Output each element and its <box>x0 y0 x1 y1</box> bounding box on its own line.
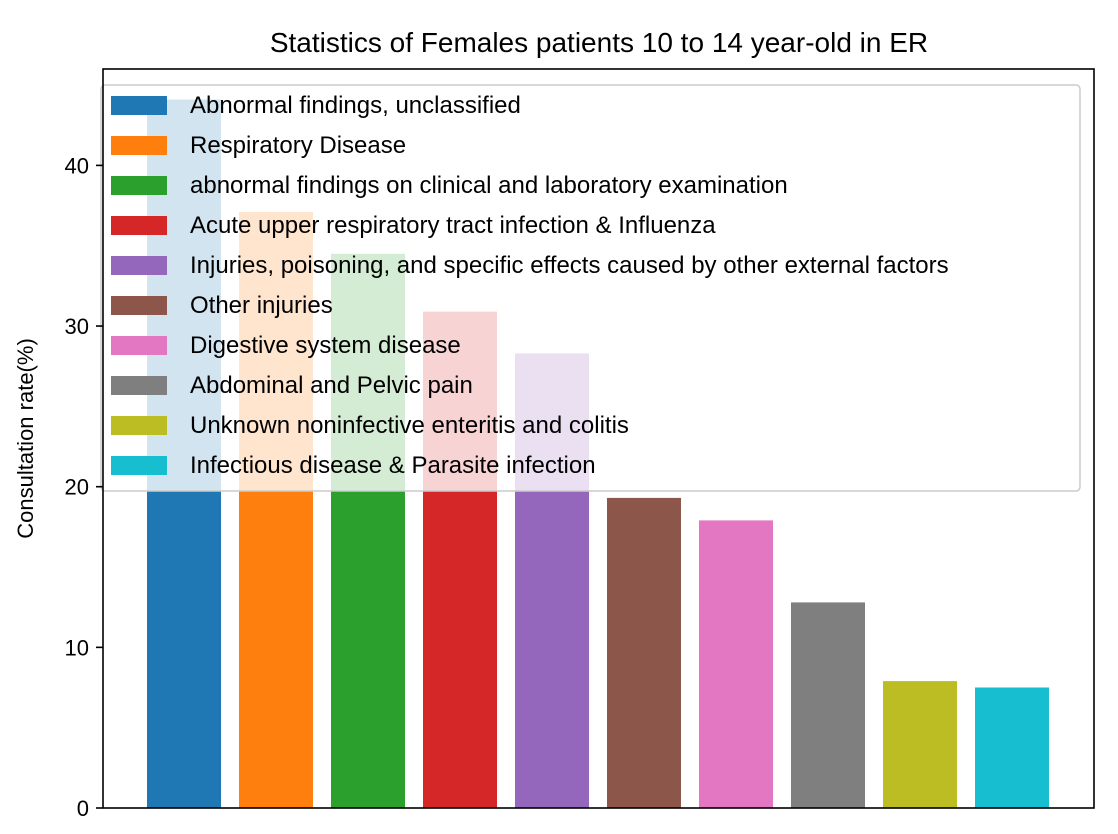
legend-swatch <box>111 216 167 235</box>
legend-swatch <box>111 256 167 275</box>
legend-swatch <box>111 96 167 115</box>
y-tick-label: 40 <box>65 153 89 178</box>
bar-6 <box>607 497 681 808</box>
y-tick-label: 10 <box>65 635 89 660</box>
bar-9 <box>883 681 957 808</box>
chart-title: Statistics of Females patients 10 to 14 … <box>270 27 928 58</box>
bar-8 <box>791 602 865 808</box>
bar-7 <box>699 520 773 808</box>
legend-swatch <box>111 136 167 155</box>
legend-label: Injuries, poisoning, and specific effect… <box>190 252 949 279</box>
legend-label: Other injuries <box>190 292 333 319</box>
y-axis: 0 10 20 30 40 <box>65 153 103 821</box>
legend-label: Digestive system disease <box>190 332 461 359</box>
y-tick-label: 30 <box>65 314 89 339</box>
legend-label: Abnormal findings, unclassified <box>190 92 521 119</box>
legend-swatch <box>111 456 167 475</box>
y-axis-label: Consultation rate(%) <box>13 338 38 539</box>
legend: Abnormal findings, unclassified Respirato… <box>100 84 1081 492</box>
y-tick-label: 0 <box>77 796 89 821</box>
legend-label: Infectious disease & Parasite infection <box>190 452 596 479</box>
y-tick-label: 20 <box>65 475 89 500</box>
legend-label: Respiratory Disease <box>190 132 406 159</box>
bar-10 <box>975 687 1049 808</box>
legend-label: Abdominal and Pelvic pain <box>190 372 473 399</box>
plot-frame <box>102 68 1095 809</box>
legend-label: Unknown noninfective enteritis and colit… <box>190 412 629 439</box>
legend-label: abnormal findings on clinical and labora… <box>190 172 788 199</box>
legend-label: Acute upper respiratory tract infection … <box>190 212 716 239</box>
legend-swatch <box>111 176 167 195</box>
legend-swatch <box>111 336 167 355</box>
legend-swatch <box>111 296 167 315</box>
legend-swatch <box>111 376 167 395</box>
legend-swatch <box>111 416 167 435</box>
legend-box <box>100 84 1081 492</box>
